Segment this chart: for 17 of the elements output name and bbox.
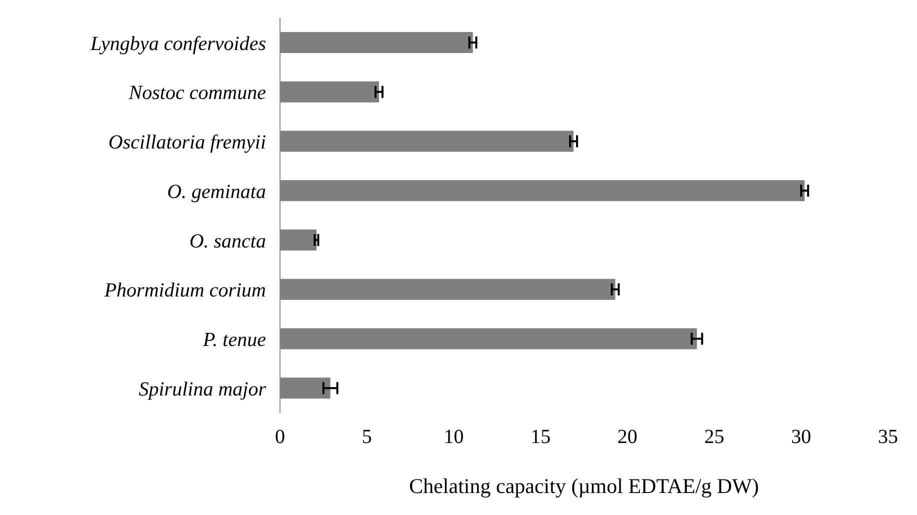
x-tick-label: 0	[275, 426, 285, 448]
y-tick-label: Nostoc commune	[128, 82, 266, 104]
y-tick-label: Phormidium corium	[103, 280, 266, 302]
y-tick-label: Lyngbya confervoides	[90, 32, 266, 55]
y-tick-label: O. sancta	[189, 230, 266, 252]
x-tick-label: 10	[444, 426, 464, 448]
x-axis-title: Chelating capacity (µmol EDTAE/g DW)	[409, 474, 759, 498]
y-tick-label: Oscillatoria fremyii	[108, 132, 266, 154]
x-tick-label: 30	[791, 426, 812, 448]
y-tick-label: Spirulina major	[138, 378, 266, 400]
y-tick-label: P. tenue	[202, 329, 266, 352]
x-tick-label: 20	[617, 426, 638, 448]
x-tick-label: 25	[704, 426, 724, 448]
x-tick-label: 15	[530, 426, 551, 448]
x-tick-label: 5	[362, 426, 372, 448]
x-tick-label: 35	[878, 426, 898, 448]
y-tick-label: O. geminata	[167, 180, 266, 203]
